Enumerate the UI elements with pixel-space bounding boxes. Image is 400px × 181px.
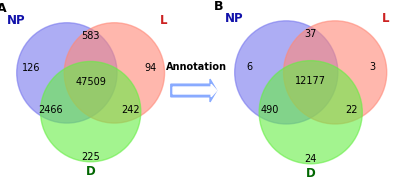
Text: B: B bbox=[214, 0, 223, 13]
Circle shape bbox=[284, 21, 387, 124]
Text: NP: NP bbox=[6, 14, 25, 27]
Circle shape bbox=[259, 61, 362, 164]
Text: 3: 3 bbox=[369, 62, 375, 72]
Text: 6: 6 bbox=[246, 62, 252, 72]
Text: Annotation: Annotation bbox=[166, 62, 226, 72]
Text: D: D bbox=[86, 165, 96, 178]
FancyArrow shape bbox=[171, 79, 217, 102]
Text: 47509: 47509 bbox=[75, 77, 106, 87]
Text: 94: 94 bbox=[144, 63, 157, 73]
Circle shape bbox=[235, 21, 338, 124]
Text: 583: 583 bbox=[81, 31, 100, 41]
Text: NP: NP bbox=[224, 12, 243, 25]
Text: 490: 490 bbox=[261, 105, 279, 115]
Text: L: L bbox=[382, 12, 390, 25]
Text: D: D bbox=[306, 167, 316, 180]
Circle shape bbox=[40, 62, 141, 162]
Text: 12177: 12177 bbox=[295, 76, 326, 87]
Text: 242: 242 bbox=[121, 105, 140, 115]
Text: 22: 22 bbox=[345, 105, 358, 115]
Text: L: L bbox=[160, 14, 168, 27]
Text: 225: 225 bbox=[81, 152, 100, 162]
Text: 24: 24 bbox=[304, 154, 317, 164]
Text: A: A bbox=[0, 3, 6, 16]
Circle shape bbox=[17, 23, 117, 123]
Text: 37: 37 bbox=[304, 29, 317, 39]
Text: 126: 126 bbox=[22, 63, 40, 73]
Text: 2466: 2466 bbox=[39, 105, 63, 115]
FancyArrow shape bbox=[173, 84, 217, 97]
Circle shape bbox=[64, 23, 164, 123]
